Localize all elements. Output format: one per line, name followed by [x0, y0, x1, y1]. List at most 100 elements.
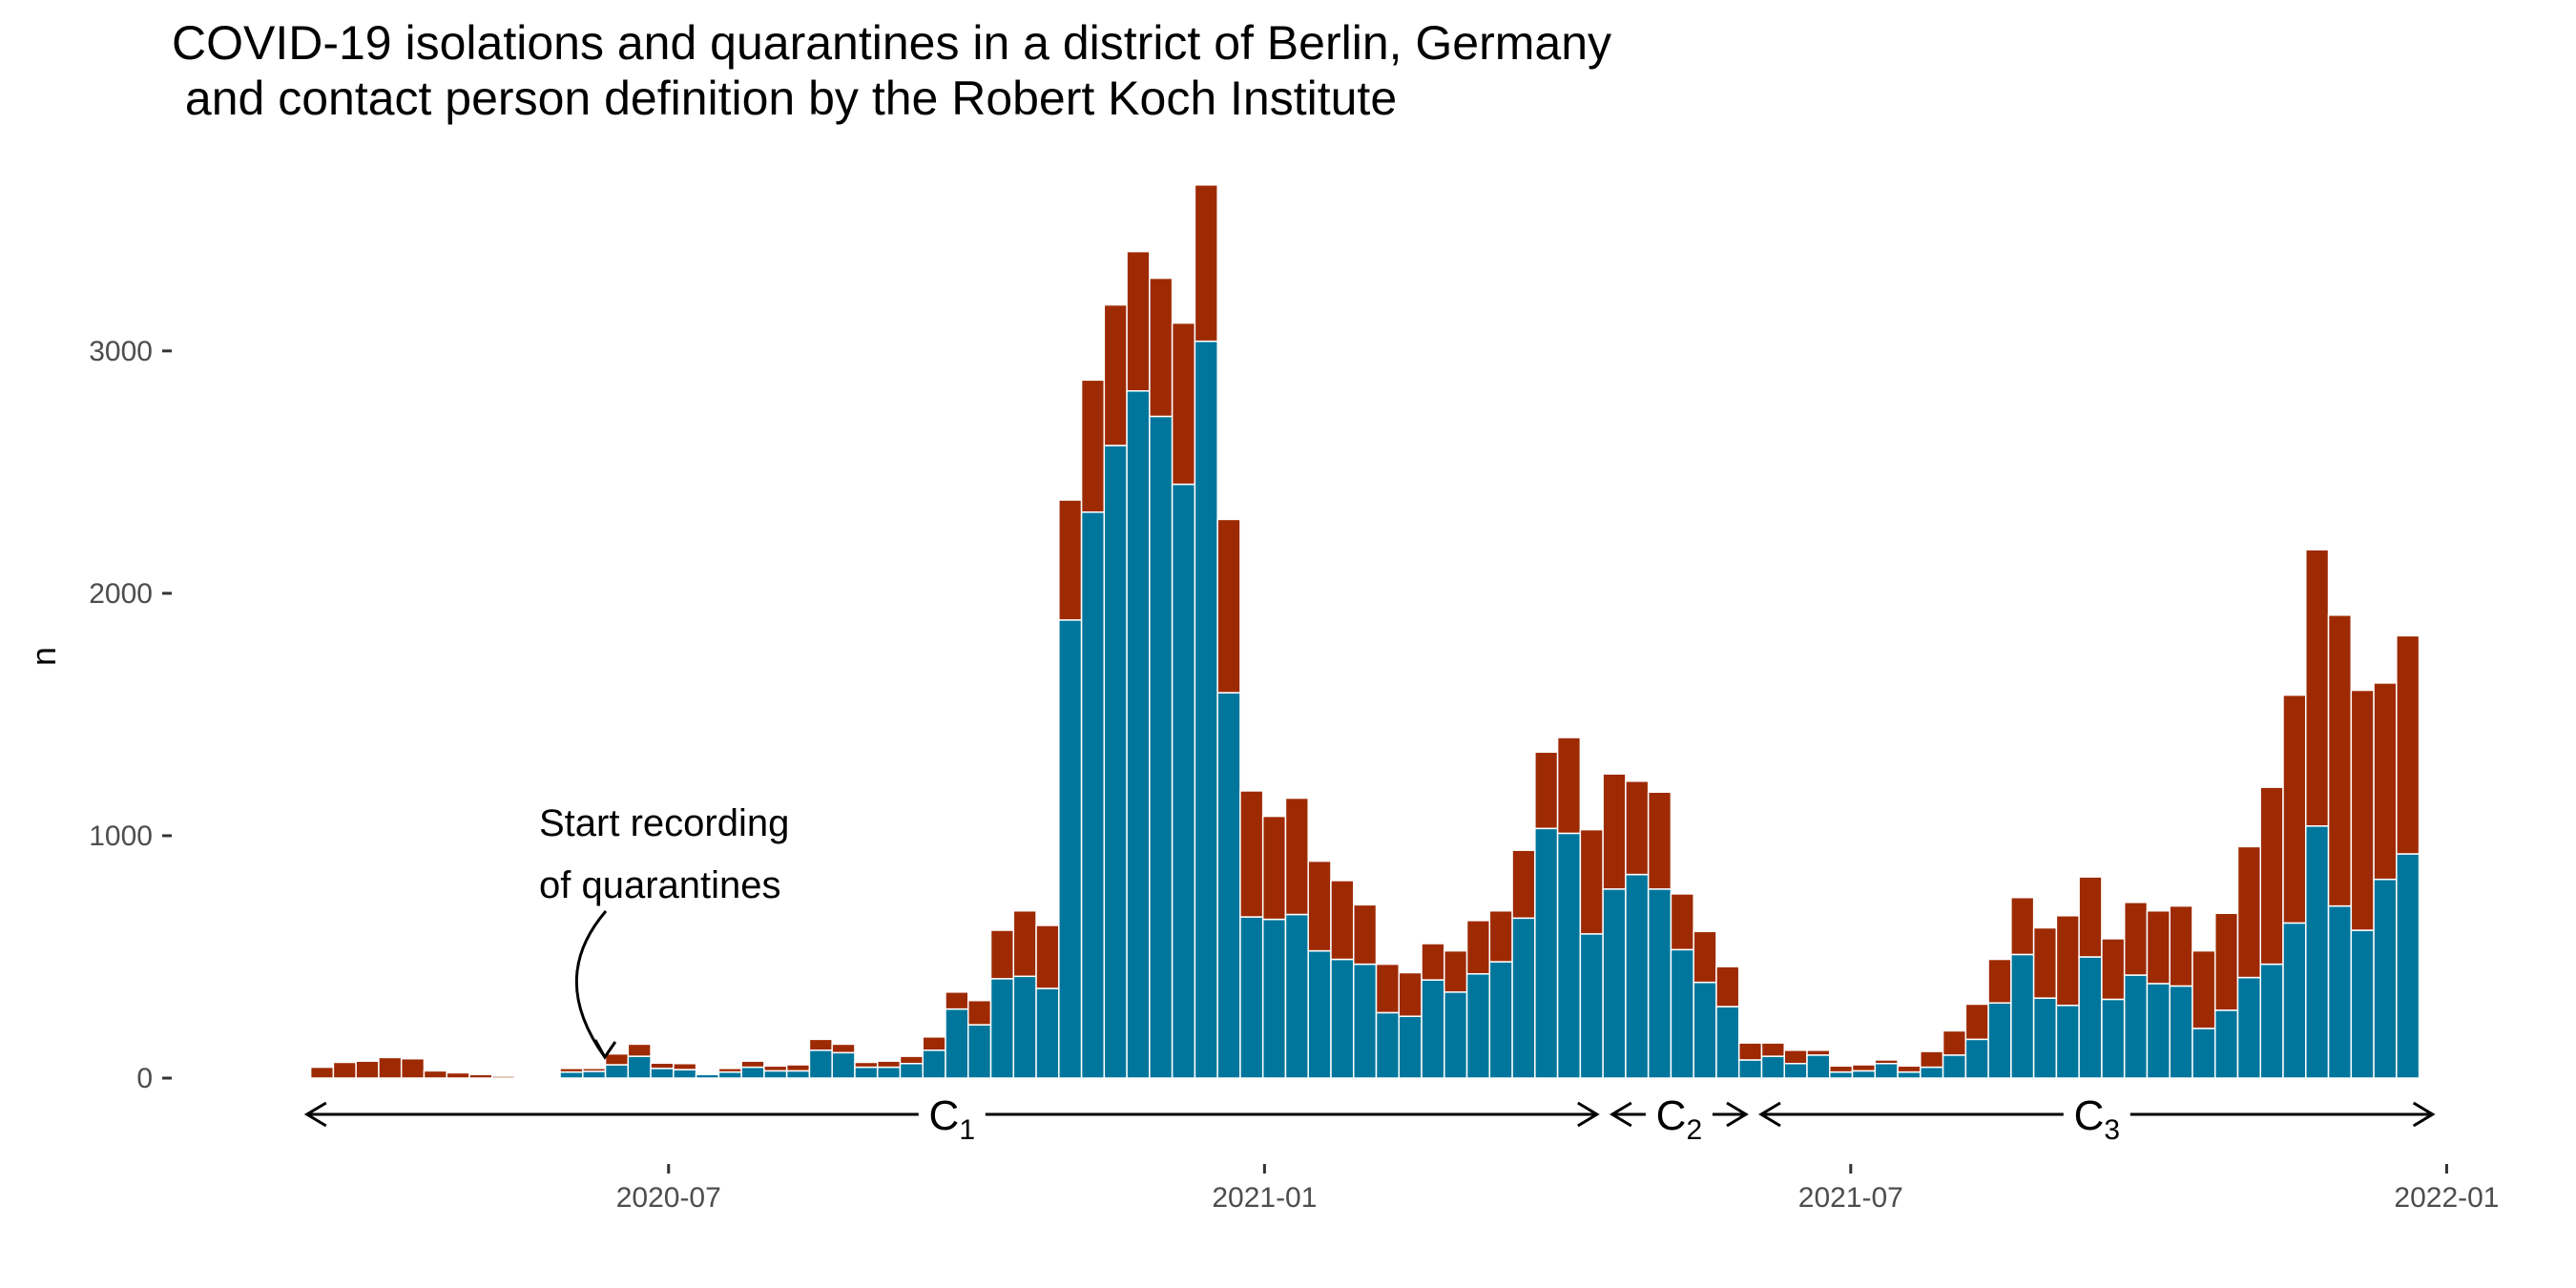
bar-series-1 — [673, 1069, 697, 1079]
bars-layer — [287, 184, 2420, 1079]
bar-series-2 — [2101, 938, 2126, 1001]
bar-series-1 — [2123, 974, 2149, 1079]
bar-series-2 — [536, 1076, 561, 1079]
bar-series-1 — [1261, 918, 1287, 1079]
bar-series-2 — [2078, 876, 2103, 958]
bar-series-1 — [1670, 948, 1694, 1079]
bar-series-2 — [1330, 880, 1355, 961]
x-tick-label: 2021-01 — [1212, 1182, 1317, 1214]
x-tick-label: 2021-07 — [1798, 1182, 1903, 1214]
bar-series-1 — [1103, 445, 1128, 1079]
bar-series-2 — [1647, 791, 1672, 890]
bar-series-1 — [1897, 1070, 1922, 1079]
period-arrowhead-left — [1609, 1101, 1632, 1128]
bar-series-2 — [1783, 1049, 1808, 1065]
bar-series-2 — [582, 1068, 607, 1072]
period-arrowhead-right — [2412, 1101, 2436, 1128]
bar-series-1 — [717, 1070, 742, 1079]
bar-series-1 — [1693, 981, 1717, 1079]
bar-series-1 — [1964, 1038, 1989, 1079]
bar-series-2 — [1171, 322, 1196, 486]
bar-series-2 — [2010, 896, 2035, 956]
period-arrowhead-right — [1726, 1101, 1749, 1128]
bar-series-1 — [1920, 1066, 1944, 1079]
bar-series-1 — [1421, 979, 1445, 1079]
y-tick-label: 1000 — [89, 821, 153, 852]
bar-series-2 — [854, 1061, 879, 1069]
bar-series-2 — [2055, 915, 2080, 1007]
bar-series-1 — [854, 1066, 879, 1079]
bar-series-1 — [2350, 929, 2375, 1079]
bar-series-1 — [831, 1051, 856, 1079]
bar-series-1 — [989, 978, 1015, 1079]
bar-series-2 — [1897, 1065, 1922, 1073]
y-tick-label: 2000 — [89, 578, 153, 610]
bar-series-2 — [2236, 845, 2262, 979]
bar-series-1 — [1534, 827, 1559, 1079]
annotation-arrowhead — [593, 1039, 617, 1060]
period-label: C1 — [929, 1092, 975, 1146]
bar-series-1 — [1239, 916, 1264, 1079]
bar-series-1 — [1829, 1070, 1854, 1079]
bar-series-2 — [1534, 751, 1559, 830]
bar-series-1 — [627, 1055, 652, 1079]
bar-series-2 — [1284, 797, 1309, 916]
bar-series-1 — [2101, 998, 2126, 1079]
x-axis: 2020-07 2021-01 2021-07 2022-01 — [616, 1164, 2500, 1214]
bar-series-2 — [1194, 184, 1218, 343]
bar-series-1 — [1307, 949, 1332, 1079]
bar-series-2 — [1465, 920, 1491, 975]
chart-title-line-2: and contact person definition by the Rob… — [172, 72, 1397, 125]
bar-series-1 — [1715, 1006, 1740, 1079]
bar-series-2 — [989, 929, 1015, 980]
bar-series-2 — [2213, 912, 2239, 1011]
bar-series-1 — [582, 1070, 607, 1079]
bar-series-2 — [1737, 1042, 1763, 1061]
bar-series-1 — [1194, 340, 1218, 1079]
bar-series-2 — [1579, 828, 1604, 935]
bar-series-2 — [1103, 303, 1128, 447]
bar-series-2 — [1602, 773, 1627, 890]
annotation-arrow — [574, 910, 608, 1058]
bar-series-2 — [1307, 860, 1332, 952]
bar-series-2 — [1942, 1029, 1967, 1056]
bar-series-1 — [2259, 963, 2284, 1079]
bar-series-2 — [2123, 902, 2149, 976]
annotation-text: Start recording — [539, 802, 789, 844]
bar-series-2 — [2032, 926, 2058, 999]
bar-series-2 — [1080, 379, 1106, 513]
bar-series-1 — [899, 1063, 924, 1079]
bar-series-1 — [876, 1066, 902, 1079]
bar-series-2 — [1851, 1064, 1877, 1072]
bar-series-1 — [1398, 1015, 1423, 1079]
bar-series-2 — [332, 1061, 357, 1079]
y-axis-label: n — [24, 647, 63, 666]
bar-series-1 — [559, 1070, 584, 1079]
bar-series-1 — [1444, 991, 1468, 1079]
bar-series-2 — [1556, 737, 1582, 835]
period-arrowhead-right — [1577, 1101, 1600, 1128]
bar-series-2 — [945, 991, 969, 1010]
bar-series-1 — [1851, 1070, 1877, 1079]
bar-series-1 — [1874, 1063, 1899, 1079]
bar-series-2 — [2305, 549, 2330, 827]
bar-series-2 — [1625, 780, 1650, 876]
bar-series-2 — [400, 1057, 426, 1079]
bar-series-2 — [1035, 924, 1060, 989]
bar-series-2 — [899, 1055, 924, 1065]
bar-series-2 — [1444, 949, 1468, 993]
period-arrowhead-left — [303, 1101, 327, 1128]
bar-series-1 — [1579, 933, 1604, 1079]
bar-series-1 — [945, 1008, 969, 1079]
bar-series-2 — [1352, 904, 1378, 966]
bar-series-1 — [2373, 878, 2398, 1079]
bar-series-1 — [1035, 987, 1060, 1079]
bar-series-1 — [1058, 619, 1083, 1079]
bar-series-2 — [1829, 1065, 1854, 1073]
bar-series-1 — [1352, 963, 1378, 1079]
bar-series-2 — [876, 1060, 902, 1069]
bar-series-1 — [2078, 956, 2103, 1079]
bar-series-1 — [1330, 958, 1355, 1079]
bar-series-2 — [922, 1036, 946, 1051]
